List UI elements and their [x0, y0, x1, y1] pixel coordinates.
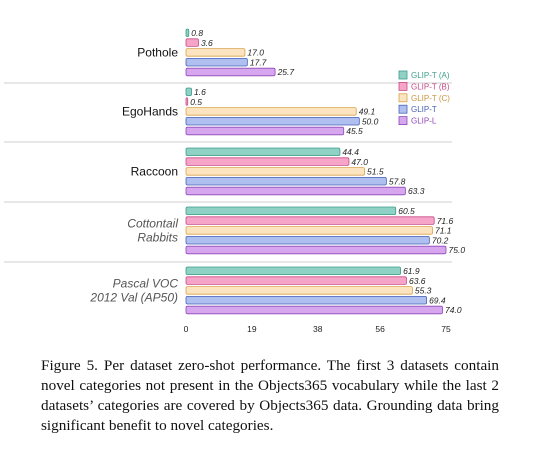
- value-label: 51.5: [367, 167, 384, 177]
- x-tick-label: 56: [375, 324, 385, 334]
- category-label: Rabbits: [137, 230, 178, 244]
- value-label: 57.8: [389, 176, 406, 186]
- bar: [185, 226, 433, 235]
- bar: [185, 305, 443, 315]
- bar: [185, 167, 365, 176]
- category-label: EgoHands: [122, 104, 178, 118]
- value-label: 1.6: [194, 87, 206, 97]
- bar: [185, 157, 350, 166]
- category-label: Pothole: [137, 45, 178, 59]
- bar: [185, 147, 341, 156]
- legend-label: GLIP-L: [411, 117, 437, 126]
- bar: [185, 245, 447, 255]
- bar: [185, 206, 397, 215]
- bar: [185, 216, 435, 225]
- legend-label: GLIP-T (C): [411, 94, 450, 103]
- bar: [185, 48, 246, 57]
- bar: [185, 87, 192, 96]
- legend-swatch: [398, 104, 408, 114]
- value-label: 49.1: [359, 107, 376, 117]
- legend-swatch: [398, 93, 408, 103]
- value-label: 55.3: [415, 286, 432, 296]
- x-tick-label: 19: [247, 324, 257, 334]
- value-label: 75.0: [449, 245, 466, 255]
- bar: [185, 286, 413, 295]
- value-label: 0.8: [191, 28, 203, 38]
- x-tick-label: 0: [184, 324, 189, 334]
- legend-swatch: [398, 82, 408, 91]
- bar: [185, 276, 407, 285]
- bar: [185, 295, 427, 305]
- value-label: 25.7: [277, 67, 295, 77]
- value-label: 44.4: [342, 147, 359, 157]
- value-label: 45.5: [346, 126, 363, 136]
- bar: [185, 176, 387, 186]
- category-label: Pascal VOC: [113, 276, 179, 290]
- bar: [185, 126, 345, 136]
- value-label: 61.9: [403, 266, 420, 276]
- bar: [185, 266, 401, 275]
- bar: [185, 28, 190, 37]
- value-label: 70.2: [432, 235, 449, 245]
- bar: [185, 67, 276, 77]
- category-label: Raccoon: [131, 164, 178, 178]
- value-label: 69.4: [429, 295, 446, 305]
- legend-label: GLIP-T (B): [411, 82, 450, 91]
- value-label: 50.0: [362, 116, 379, 126]
- x-tick-label: 75: [441, 324, 451, 334]
- legend-swatch: [398, 116, 408, 125]
- legend-swatch: [398, 70, 408, 80]
- value-label: 71.6: [437, 216, 454, 226]
- value-label: 63.6: [409, 276, 426, 286]
- legend-label: GLIP-T: [411, 105, 437, 114]
- figure-caption: Figure 5. Per dataset zero-shot performa…: [41, 357, 499, 434]
- bar: [185, 107, 357, 116]
- value-label: 74.0: [445, 305, 462, 315]
- bar: [185, 38, 199, 47]
- value-label: 17.7: [250, 57, 267, 67]
- bar: [185, 117, 360, 126]
- bar: [185, 97, 189, 106]
- legend-label: GLIP-T (A): [411, 71, 450, 80]
- value-label: 71.1: [435, 226, 452, 236]
- x-tick-label: 38: [313, 324, 323, 334]
- value-label: 3.6: [201, 38, 213, 48]
- value-label: 63.3: [408, 186, 425, 196]
- value-label: 60.5: [398, 206, 415, 216]
- value-label: 47.0: [351, 157, 368, 167]
- bar: [185, 58, 248, 67]
- category-label: Cottontail: [127, 216, 178, 230]
- category-label: 2012 Val (AP50): [89, 290, 178, 304]
- bar: [185, 235, 430, 245]
- bar: [185, 186, 406, 196]
- value-label: 17.0: [247, 48, 264, 58]
- value-label: 0.5: [190, 97, 202, 107]
